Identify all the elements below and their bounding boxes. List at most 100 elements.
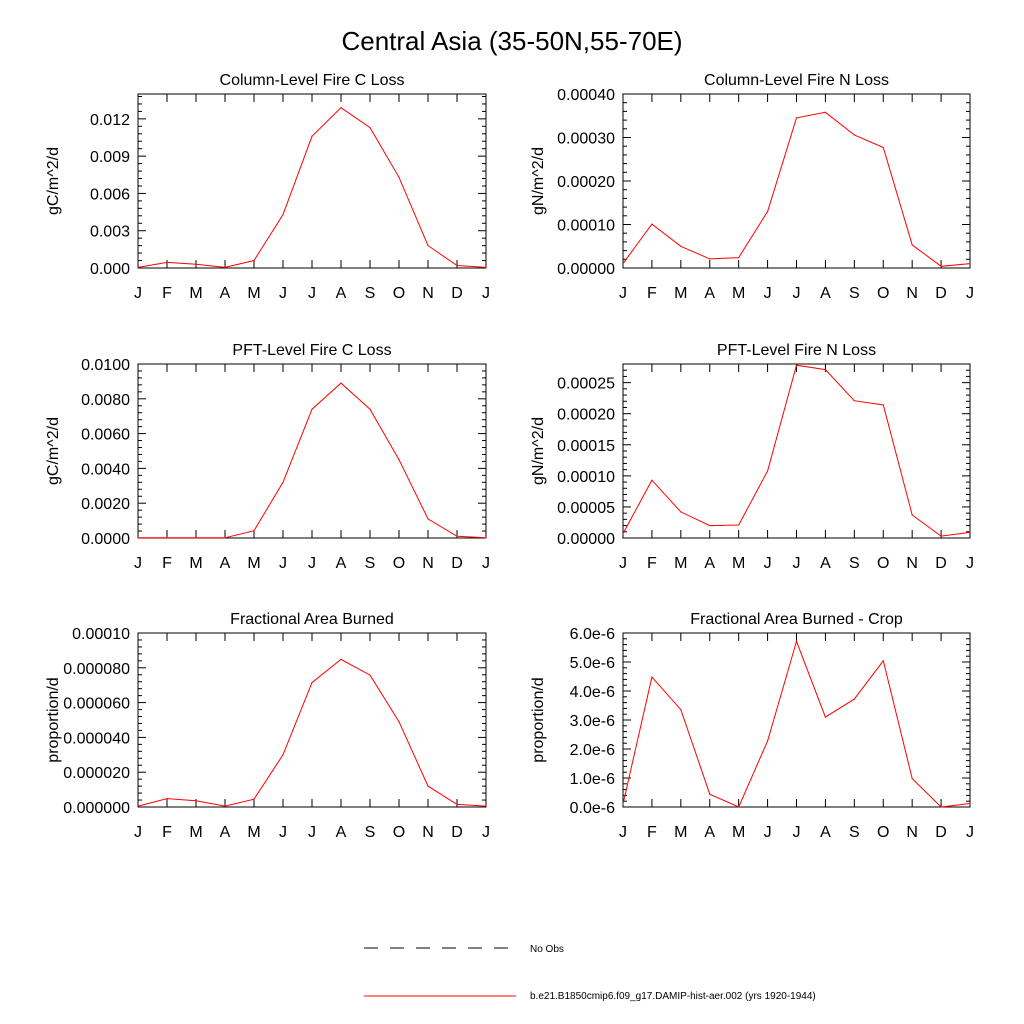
plot-frame: [622, 632, 971, 808]
x-tick-label: A: [820, 555, 831, 572]
y-tick-label: 0.00020: [557, 407, 615, 424]
data-point: [456, 535, 458, 537]
plot-frame: [137, 363, 487, 539]
x-tick-label: J: [966, 285, 974, 302]
data-point: [166, 798, 168, 800]
data-point: [882, 660, 884, 662]
x-tick-label: N: [422, 555, 434, 572]
y-tick-label: 0.006: [90, 186, 130, 203]
x-tick-label: O: [877, 285, 889, 302]
data-point: [709, 258, 711, 260]
x-tick-label: J: [764, 285, 772, 302]
x-tick-label: F: [647, 555, 657, 572]
data-point: [882, 404, 884, 406]
x-tick-label: S: [849, 555, 860, 572]
x-tick-label: A: [704, 824, 715, 841]
panel-title: Column-Level Fire C Loss: [220, 72, 405, 89]
data-point: [911, 244, 913, 246]
plot-frame: [622, 363, 971, 539]
x-tick-label: F: [647, 824, 657, 841]
plot-frame: [137, 632, 487, 808]
data-point: [427, 245, 429, 247]
y-tick-label: 0.0060: [81, 427, 130, 444]
y-tick-label: 0.0020: [81, 496, 130, 513]
y-tick-label: 0.00000: [557, 261, 615, 278]
y-tick-label: 0.00025: [557, 376, 615, 393]
x-tick-label: M: [247, 824, 260, 841]
x-tick-label: F: [647, 285, 657, 302]
data-point: [282, 754, 284, 756]
x-tick-label: D: [451, 824, 463, 841]
y-tick-label: 5.0e-6: [570, 655, 615, 672]
data-point: [738, 256, 740, 259]
data-point: [911, 777, 913, 780]
legend: No Obs b.e21.B1850cmip6.f09_g17.DAMIP-hi…: [364, 944, 816, 1002]
y-tick-label: 0.0100: [81, 357, 130, 374]
x-tick-label: O: [393, 824, 405, 841]
y-tick-label: 6.0e-6: [570, 626, 615, 643]
data-point: [398, 176, 400, 178]
series-line: [138, 382, 487, 539]
x-tick-label: J: [793, 285, 801, 302]
data-point: [427, 785, 429, 787]
x-tick-label: A: [220, 555, 231, 572]
y-tick-label: 1.0e-6: [570, 771, 615, 788]
data-point: [766, 470, 769, 472]
data-point: [282, 481, 284, 483]
data-point: [853, 698, 855, 700]
x-tick-label: J: [619, 285, 627, 302]
panel-title: Column-Level Fire N Loss: [704, 72, 889, 89]
x-tick-label: O: [393, 285, 405, 302]
data-point: [456, 264, 458, 267]
data-point: [969, 263, 971, 265]
data-point: [795, 117, 798, 119]
series-line: [622, 639, 971, 808]
y-tick-label: 0.00005: [557, 500, 615, 517]
data-point: [427, 518, 429, 520]
x-tick-label: J: [134, 824, 142, 841]
x-tick-label: J: [134, 555, 142, 572]
x-tick-label: M: [674, 285, 687, 302]
x-tick-label: A: [220, 285, 231, 302]
data-point: [853, 400, 855, 402]
x-tick-label: A: [336, 285, 347, 302]
y-tick-label: 0.00010: [557, 469, 615, 486]
data-point: [253, 259, 255, 262]
y-tick-label: 0.0e-6: [570, 800, 615, 817]
y-tick-label: 0.0040: [81, 461, 130, 478]
x-tick-label: J: [134, 285, 142, 302]
x-tick-label: S: [849, 824, 860, 841]
x-tick-label: M: [674, 555, 687, 572]
series-line: [137, 107, 487, 268]
y-axis-label: gC/m^2/d: [45, 417, 62, 485]
series-line: [622, 111, 971, 267]
y-tick-label: 0.00015: [557, 438, 615, 455]
x-tick-label: O: [393, 555, 405, 572]
data-point: [340, 107, 342, 109]
panel-6: Fractional Area Burned - Crop proportion/…: [530, 611, 974, 841]
data-point: [738, 806, 740, 808]
x-tick-label: N: [906, 555, 918, 572]
data-point: [311, 408, 313, 410]
data-point: [680, 245, 682, 247]
x-tick-label: F: [162, 555, 172, 572]
data-point: [940, 535, 942, 537]
data-point: [340, 658, 342, 661]
x-tick-label: S: [365, 285, 376, 302]
data-point: [651, 479, 653, 481]
data-point: [738, 524, 740, 526]
x-tick-label: J: [308, 824, 316, 841]
x-tick-label: M: [247, 285, 260, 302]
data-point: [369, 408, 371, 410]
series-line: [137, 658, 487, 807]
data-point: [456, 803, 458, 805]
y-tick-label: 0.00040: [557, 87, 615, 104]
data-point: [795, 640, 798, 643]
y-axis-label: proportion/d: [530, 677, 547, 762]
